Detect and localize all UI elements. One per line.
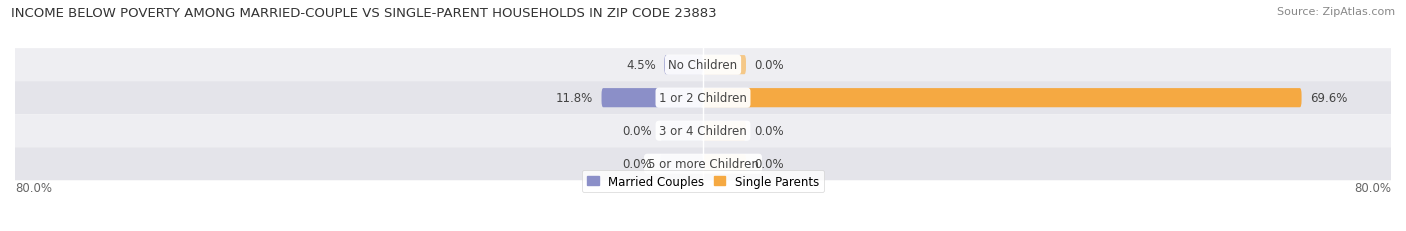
Text: INCOME BELOW POVERTY AMONG MARRIED-COUPLE VS SINGLE-PARENT HOUSEHOLDS IN ZIP COD: INCOME BELOW POVERTY AMONG MARRIED-COUPL… bbox=[11, 7, 717, 20]
FancyBboxPatch shape bbox=[703, 56, 747, 75]
FancyBboxPatch shape bbox=[15, 115, 1391, 148]
FancyBboxPatch shape bbox=[659, 122, 703, 141]
FancyBboxPatch shape bbox=[703, 89, 1302, 108]
Text: 0.0%: 0.0% bbox=[755, 125, 785, 138]
FancyBboxPatch shape bbox=[664, 56, 703, 75]
FancyBboxPatch shape bbox=[703, 122, 747, 141]
Text: 0.0%: 0.0% bbox=[621, 158, 651, 170]
FancyBboxPatch shape bbox=[703, 155, 747, 173]
FancyBboxPatch shape bbox=[602, 89, 703, 108]
Text: 11.8%: 11.8% bbox=[555, 92, 593, 105]
Text: Source: ZipAtlas.com: Source: ZipAtlas.com bbox=[1277, 7, 1395, 17]
Text: 0.0%: 0.0% bbox=[755, 59, 785, 72]
Text: 4.5%: 4.5% bbox=[626, 59, 655, 72]
Legend: Married Couples, Single Parents: Married Couples, Single Parents bbox=[582, 170, 824, 192]
Text: 80.0%: 80.0% bbox=[1354, 181, 1391, 194]
Text: 0.0%: 0.0% bbox=[621, 125, 651, 138]
Text: 0.0%: 0.0% bbox=[755, 158, 785, 170]
Text: 5 or more Children: 5 or more Children bbox=[648, 158, 758, 170]
Text: 1 or 2 Children: 1 or 2 Children bbox=[659, 92, 747, 105]
Text: No Children: No Children bbox=[668, 59, 738, 72]
Text: 80.0%: 80.0% bbox=[15, 181, 52, 194]
FancyBboxPatch shape bbox=[15, 82, 1391, 115]
Text: 69.6%: 69.6% bbox=[1310, 92, 1347, 105]
FancyBboxPatch shape bbox=[659, 155, 703, 173]
FancyBboxPatch shape bbox=[15, 49, 1391, 82]
FancyBboxPatch shape bbox=[15, 148, 1391, 180]
Text: 3 or 4 Children: 3 or 4 Children bbox=[659, 125, 747, 138]
